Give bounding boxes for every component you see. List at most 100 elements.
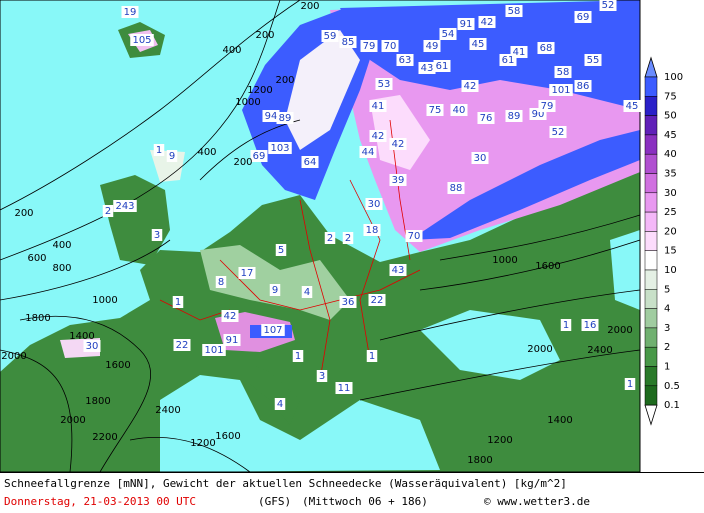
snow-label: 61 — [502, 55, 515, 66]
contour-label: 1200 — [247, 85, 272, 96]
snow-label: 42 — [372, 131, 385, 142]
snow-label: 63 — [399, 55, 412, 66]
snow-label: 18 — [366, 225, 379, 236]
snow-label-box — [423, 40, 441, 52]
snow-label-box — [537, 42, 555, 54]
contour-label: 2000 — [1, 351, 26, 362]
snow-label: 4 — [304, 287, 310, 298]
snow-label: 70 — [408, 231, 421, 242]
snow-label-box — [342, 232, 354, 244]
snow-label: 58 — [508, 6, 521, 17]
snow-label-box — [499, 54, 517, 66]
snow-label: 91 — [226, 335, 239, 346]
legend-label: 75 — [664, 91, 677, 102]
contour-label: 2000 — [607, 325, 632, 336]
snow-label-box — [223, 334, 241, 346]
snow-label: 53 — [378, 79, 391, 90]
snow-label: 76 — [480, 113, 493, 124]
snow-label-box — [469, 38, 487, 50]
snow-label: 1 — [295, 351, 301, 362]
snow-label: 36 — [342, 297, 355, 308]
snow-label-box — [113, 200, 137, 212]
snow-label-box — [381, 40, 399, 52]
snow-label: 105 — [132, 35, 151, 46]
legend-swatch — [644, 115, 658, 136]
snow-label-box — [581, 319, 599, 331]
snow-label-box — [215, 276, 227, 288]
legend-swatch — [644, 385, 658, 406]
footer-title: Schneefallgrenze [mNN], Gewicht der aktu… — [4, 477, 567, 490]
snow-label-box — [389, 138, 407, 150]
snow-label: 68 — [540, 43, 553, 54]
legend-swatch — [644, 153, 658, 174]
legend-swatch — [644, 327, 658, 348]
snow-label-box — [554, 66, 572, 78]
contour-label: 400 — [52, 240, 71, 251]
legend-label: 30 — [664, 188, 677, 199]
snow-label: 69 — [577, 12, 590, 23]
snow-label: 8 — [218, 277, 224, 288]
snow-label: 88 — [450, 183, 463, 194]
snow-label-box — [359, 146, 377, 158]
snow-label: 30 — [86, 341, 99, 352]
snow-label: 52 — [602, 0, 615, 11]
snow-label: 43 — [421, 63, 434, 74]
snow-label: 1 — [369, 351, 375, 362]
snow-label-box — [324, 232, 336, 244]
snow-label: 11 — [338, 383, 351, 394]
snow-label: 101 — [551, 85, 570, 96]
snow-label-box — [166, 150, 178, 162]
snow-label: 54 — [442, 29, 455, 40]
contour-label: 200 — [255, 30, 274, 41]
snow-label: 49 — [426, 41, 439, 52]
snow-label: 90 — [532, 109, 545, 120]
snow-label: 79 — [363, 41, 376, 52]
snow-label: 85 — [342, 37, 355, 48]
contour-label: 1400 — [69, 331, 94, 342]
snow-label: 17 — [241, 268, 254, 279]
snow-label: 41 — [513, 47, 526, 58]
snow-label: 107 — [263, 325, 282, 336]
contour-label: 600 — [27, 253, 46, 264]
legend-swatch — [644, 231, 658, 251]
snow-label: 2 — [345, 233, 351, 244]
contour-label: 2400 — [587, 345, 612, 356]
contour-label: 1400 — [547, 415, 572, 426]
snow-label-box — [447, 182, 465, 194]
legend-swatch — [644, 76, 658, 97]
legend-label: 15 — [664, 246, 677, 257]
snow-label: 58 — [557, 67, 570, 78]
snow-label: 103 — [270, 143, 289, 154]
snow-label-box — [321, 30, 339, 42]
snow-label-box — [275, 244, 287, 256]
snow-label: 79 — [541, 101, 554, 112]
snow-label-box — [202, 344, 226, 356]
legend-label: 0.1 — [664, 400, 680, 411]
snow-label-box — [426, 104, 444, 116]
snow-label-box — [261, 324, 285, 336]
contour-label: 200 — [300, 1, 319, 12]
snow-label-box — [221, 310, 239, 322]
snow-label-box — [457, 18, 475, 30]
snow-label-box — [471, 152, 489, 164]
snow-label-box — [274, 398, 286, 410]
snow-label: 45 — [472, 39, 485, 50]
legend-label: 50 — [664, 111, 677, 122]
snow-label-box — [360, 40, 378, 52]
snow-label: 43 — [392, 265, 405, 276]
snow-label-box — [418, 62, 436, 74]
snow-label: 19 — [124, 7, 137, 18]
snow-label-box — [335, 382, 353, 394]
contour-label: 1200 — [487, 435, 512, 446]
legend-label: 45 — [664, 130, 677, 141]
snow-label-box — [269, 284, 281, 296]
legend-label: 4 — [664, 304, 670, 315]
snow-label: 91 — [460, 19, 473, 30]
snow-label-box — [172, 296, 184, 308]
snow-label: 39 — [392, 175, 405, 186]
legend-swatch — [644, 173, 658, 194]
legend-arrow-bottom — [644, 404, 658, 426]
snow-label-box — [102, 205, 114, 217]
legend-swatch — [644, 96, 658, 116]
snow-label: 1 — [563, 320, 569, 331]
